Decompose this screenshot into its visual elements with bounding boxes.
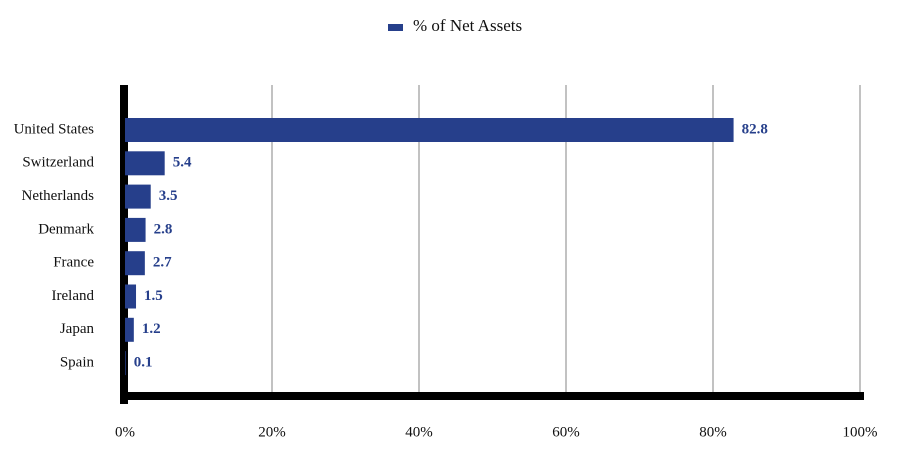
- x-tick-label: 100%: [843, 424, 878, 440]
- bar: [125, 351, 126, 376]
- bar: [125, 284, 137, 309]
- bar: [125, 251, 145, 276]
- y-axis: [120, 85, 128, 404]
- bar: [125, 317, 134, 342]
- value-label: 5.4: [173, 155, 192, 171]
- x-axis: [120, 392, 864, 400]
- value-label: 1.2: [142, 321, 161, 337]
- value-label: 2.7: [153, 255, 172, 271]
- value-label: 3.5: [159, 188, 178, 204]
- bar: [125, 184, 151, 209]
- y-tick-label: Ireland: [52, 288, 95, 304]
- y-tick-label: Denmark: [38, 221, 94, 237]
- value-label: 2.8: [154, 221, 173, 237]
- value-label: 0.1: [134, 355, 153, 371]
- y-tick-label: France: [53, 255, 94, 271]
- y-tick-label: Japan: [60, 321, 95, 337]
- bar: [125, 118, 734, 142]
- bar: [125, 151, 165, 176]
- legend-label: % of Net Assets: [413, 16, 522, 35]
- y-tick-label: Spain: [60, 355, 95, 371]
- legend-swatch: [388, 24, 403, 31]
- value-label: 82.8: [742, 121, 768, 137]
- x-tick-label: 40%: [405, 424, 433, 440]
- x-tick-label: 20%: [258, 424, 286, 440]
- y-tick-label: United States: [14, 121, 95, 137]
- x-tick-label: 0%: [115, 424, 135, 440]
- value-label: 1.5: [144, 288, 163, 304]
- x-tick-label: 80%: [699, 424, 727, 440]
- y-tick-label: Netherlands: [22, 188, 95, 204]
- y-tick-label: Switzerland: [22, 155, 94, 171]
- x-tick-label: 60%: [552, 424, 580, 440]
- bar: [125, 217, 146, 242]
